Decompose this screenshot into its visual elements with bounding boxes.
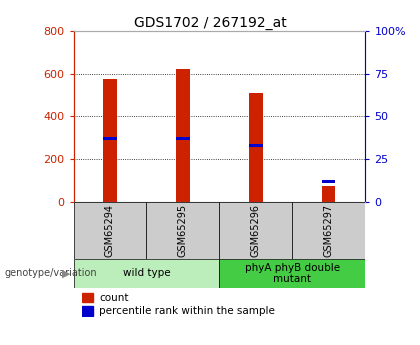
Text: GSM65296: GSM65296: [251, 204, 261, 257]
Bar: [249, 93, 262, 202]
Bar: [220, 259, 365, 288]
Text: count: count: [99, 293, 129, 303]
Bar: [322, 186, 336, 202]
Text: percentile rank within the sample: percentile rank within the sample: [99, 306, 275, 316]
Text: GSM65297: GSM65297: [324, 204, 334, 257]
Text: genotype/variation: genotype/variation: [4, 268, 97, 278]
Bar: [147, 202, 220, 259]
Bar: [74, 259, 220, 288]
Bar: [176, 137, 189, 140]
Text: ▶: ▶: [62, 268, 70, 278]
Bar: [292, 202, 365, 259]
Bar: [176, 69, 189, 202]
Text: GSM65294: GSM65294: [105, 204, 115, 257]
Bar: [82, 293, 93, 302]
Bar: [220, 202, 292, 259]
Text: GDS1702 / 267192_at: GDS1702 / 267192_at: [134, 16, 286, 30]
Bar: [103, 79, 117, 202]
Text: GSM65295: GSM65295: [178, 204, 188, 257]
Bar: [74, 202, 147, 259]
Bar: [249, 144, 262, 147]
Text: wild type: wild type: [123, 268, 170, 278]
Bar: [82, 306, 93, 316]
Bar: [103, 137, 117, 140]
Bar: [322, 180, 336, 183]
Text: phyA phyB double
mutant: phyA phyB double mutant: [245, 263, 340, 284]
